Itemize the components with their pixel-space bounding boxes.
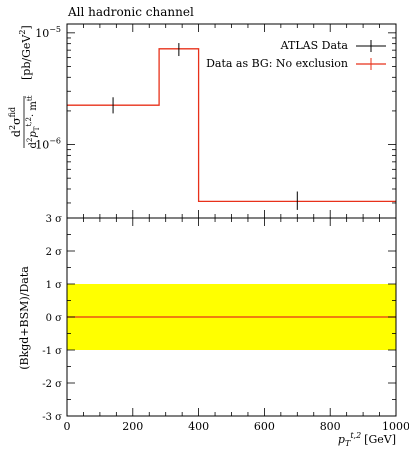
main-ytick-label-0: 10−5 <box>35 25 61 40</box>
x-tick-label-0: 0 <box>64 420 71 433</box>
legend: ATLAS Data Data as BG: No exclusion <box>206 39 386 70</box>
main-ylabel-numerator: d2σfid <box>8 107 23 137</box>
main-frame <box>66 23 397 219</box>
ratio-ytick-label-1: 2 σ <box>46 247 63 258</box>
legend-marker-no-exclusion <box>356 58 386 70</box>
x-tick-label-5: 1000 <box>382 420 409 433</box>
main-ytick-label-1: 10−6 <box>35 137 61 152</box>
x-tick-label-1: 200 <box>122 420 143 433</box>
ratio-ytick-label-2: 1 σ <box>46 280 63 291</box>
x-tick-label-2: 400 <box>188 420 209 433</box>
ratio-panel: 3 σ 2 σ 1 σ 0 σ -1 σ -2 σ -3 σ0 200 400 600 800 100… <box>42 214 409 433</box>
x-tick-label-3: 600 <box>254 420 275 433</box>
chart-title: All hadronic channel <box>67 5 194 19</box>
main-ylabel-denominator: d2pTt,2· mtt̄ <box>24 95 41 148</box>
main-panel: 10−5 10−6 <box>35 23 397 219</box>
ratio-ytick-label-5: -2 σ <box>42 379 62 390</box>
legend-label-no-exclusion: Data as BG: No exclusion <box>206 57 348 70</box>
main-ylabel-unit: [pb/GeV2] <box>18 25 33 80</box>
x-tick-label-4: 800 <box>320 420 341 433</box>
bkg-step-line <box>67 48 396 203</box>
ratio-ytick-label-6: -3 σ <box>42 412 62 423</box>
ratio-ylabel: (Bkgd+BSM)/Data <box>18 266 31 370</box>
legend-label-atlas-data: ATLAS Data <box>280 39 349 52</box>
ratio-ytick-label-0: 3 σ <box>46 214 63 225</box>
x-axis-label: pTt,2 [GeV] <box>338 431 396 448</box>
main-ylabel: d2σfid d2pTt,2· mtt̄ [pb/GeV2] <box>8 25 41 148</box>
legend-marker-atlas-data <box>356 40 386 52</box>
ratio-ytick-label-3: 0 σ <box>46 313 63 324</box>
ratio-ytick-label-4: -1 σ <box>42 346 62 357</box>
